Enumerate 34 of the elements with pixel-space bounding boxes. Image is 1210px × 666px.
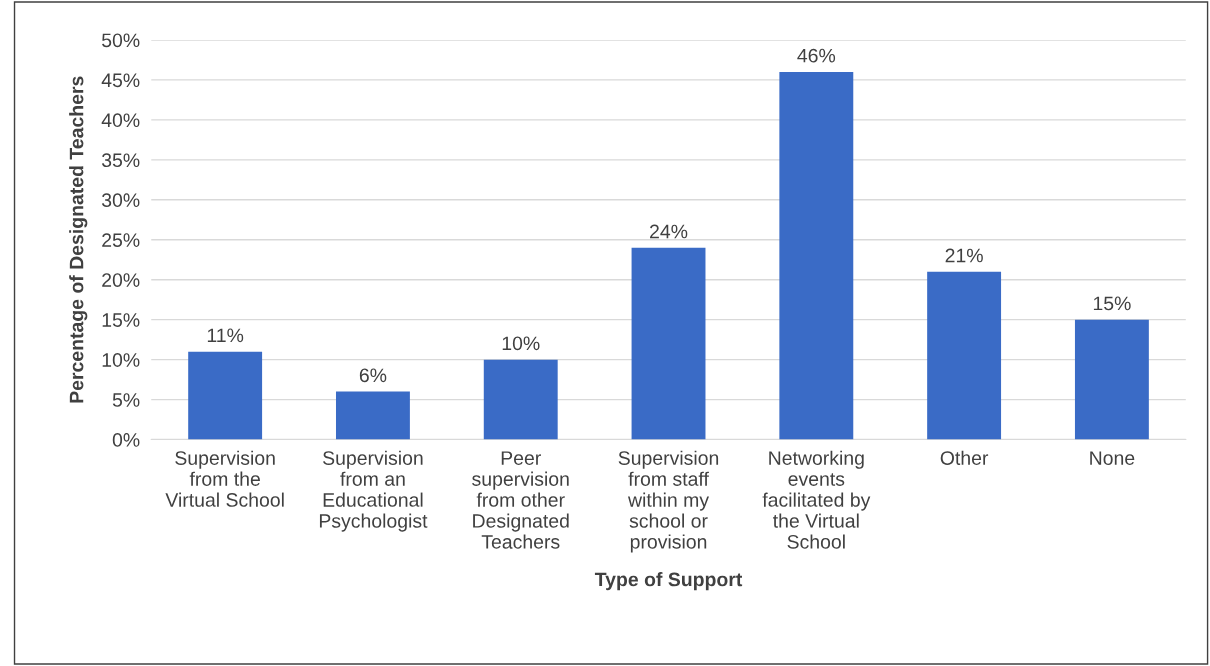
x-tick-label: Supervision from the Virtual School: [165, 450, 284, 507]
data-label: 11%: [207, 328, 244, 343]
y-tick-label: 35%: [101, 153, 140, 168]
bar: [779, 71, 854, 440]
x-axis-title: Type of Support: [594, 572, 743, 591]
bar: [1074, 319, 1149, 440]
data-label: 24%: [650, 224, 688, 239]
y-tick-label: 10%: [102, 353, 140, 367]
y-tick-label: 30%: [101, 193, 140, 208]
y-tick-label: 50%: [102, 33, 140, 48]
x-tick-label: Networking events facilitated by the Virtual School: [762, 450, 871, 549]
x-tick-label: Other: [940, 450, 989, 465]
y-tick-label: 15%: [102, 313, 140, 327]
y-tick-label: 45%: [101, 73, 140, 88]
bar: [483, 359, 558, 440]
data-label: 6%: [359, 368, 387, 383]
x-tick-label: Supervision from an Educational Psychologist: [319, 450, 428, 532]
y-tick-label: 5%: [112, 393, 140, 407]
data-label: 21%: [945, 248, 983, 263]
x-tick-label: Supervision from staff within my school or provision: [618, 450, 719, 553]
bar: [188, 351, 263, 440]
data-label: 10%: [502, 336, 540, 351]
data-label: 46%: [797, 48, 836, 63]
bar: [927, 271, 1002, 440]
x-tick-label: Peer supervision from other Designated Teachers: [472, 451, 569, 549]
y-axis-title: Percentage of Designated Teachers: [69, 76, 88, 403]
y-tick-label: 40%: [101, 113, 140, 128]
y-tick-label: 0%: [112, 433, 140, 447]
bar: [631, 247, 706, 440]
bar: [335, 391, 410, 440]
y-tick-label: 20%: [102, 273, 140, 287]
x-tick-label: None: [1090, 451, 1135, 465]
data-label: 15%: [1093, 296, 1131, 311]
y-tick-label: 25%: [102, 233, 140, 247]
